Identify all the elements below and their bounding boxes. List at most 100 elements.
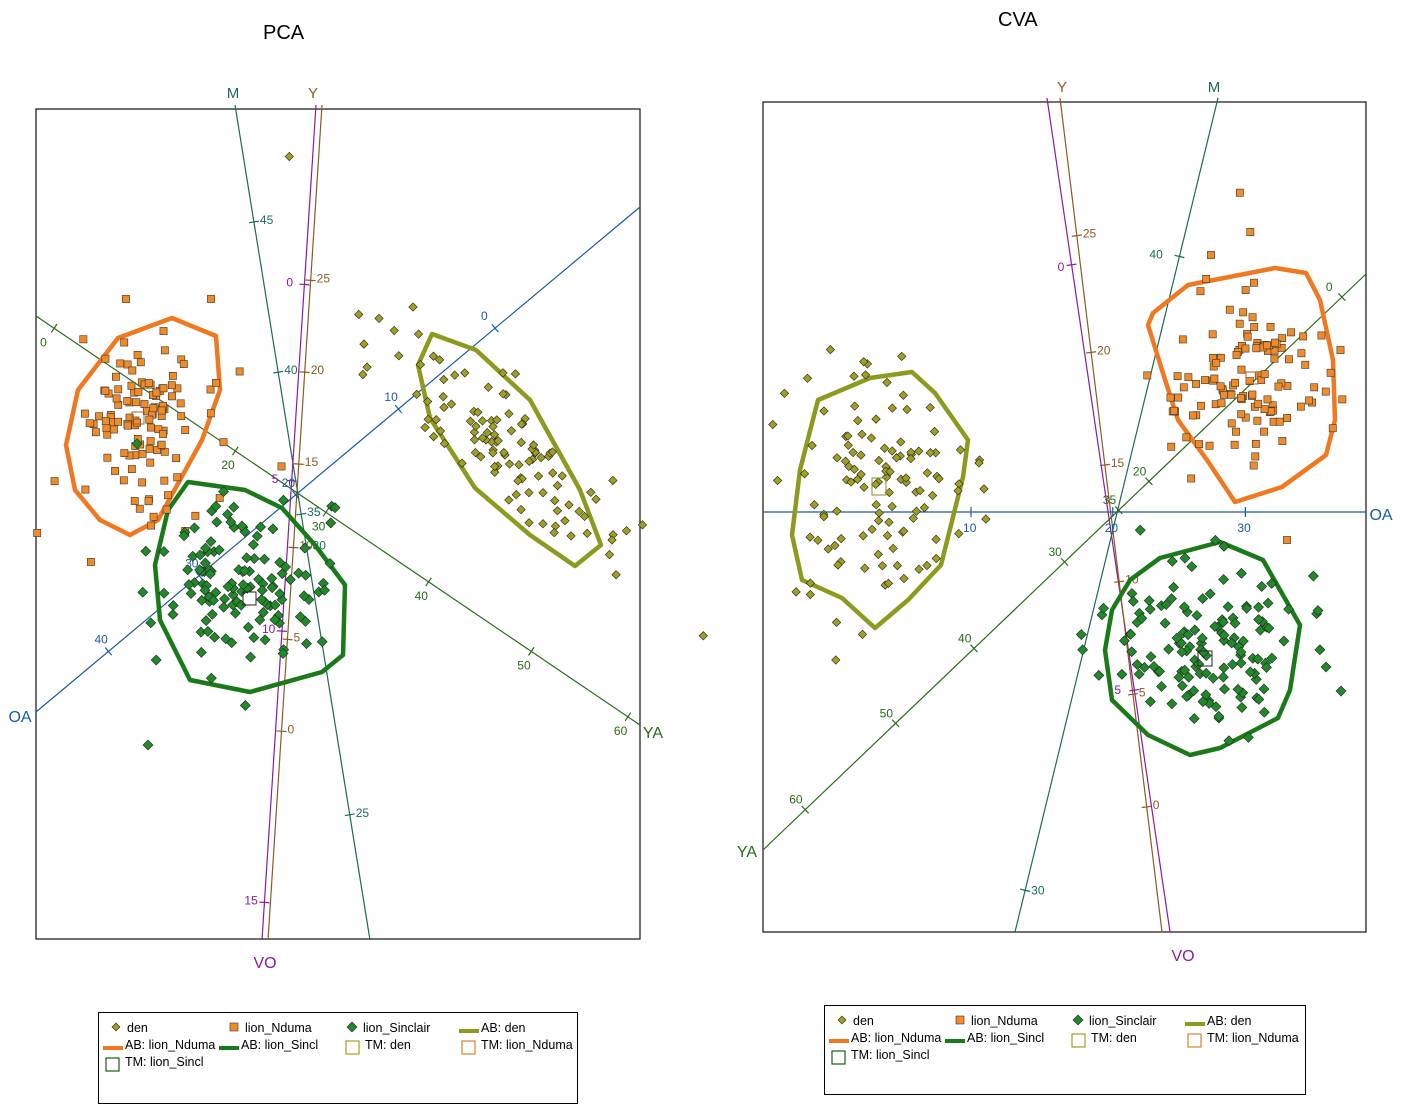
cva-point-den (925, 402, 935, 413)
pca-point-sinclair (278, 494, 289, 506)
cva-point-den (840, 456, 851, 466)
cva-point-den (866, 433, 877, 443)
pca-point-den (574, 506, 584, 517)
pca-legend: den lion_Nduma lion_Sinclair AB: den AB: lio… (98, 1012, 578, 1104)
pca-point-sinclair (211, 516, 223, 528)
pca-point-den (504, 459, 515, 469)
pca-point-sinclair (210, 500, 222, 512)
cva-point-den (841, 475, 852, 485)
pca-point-den (611, 570, 621, 580)
pca-point-den (586, 487, 596, 498)
cva-point-sinclair (1278, 635, 1290, 647)
cva-point-den (819, 406, 829, 416)
cva-legend-symbol (829, 1039, 849, 1043)
cva-point-nduma (1174, 393, 1183, 402)
cva-point-den (871, 500, 881, 510)
pca-point-nduma (101, 417, 110, 426)
pca-hull-nduma (63, 315, 223, 538)
pca-oa-tick-20-tick (292, 490, 300, 500)
cva-point-den (830, 540, 840, 551)
cva-legend-symbol (945, 1039, 965, 1043)
cva-point-sinclair (1218, 574, 1230, 585)
cva-point-den (881, 472, 892, 482)
pca-point-den (354, 309, 364, 320)
cva-point-sinclair (1218, 540, 1230, 552)
pca-point-den (439, 402, 449, 412)
cva-legend-label: lion_Nduma (971, 1014, 1038, 1028)
pca-point-nduma (138, 478, 147, 487)
cva-tm-den (871, 477, 887, 496)
pca-point-sinclair (237, 579, 249, 591)
pca-legend-label: AB: lion_Sincl (241, 1038, 319, 1052)
cva-point-sinclair (1143, 595, 1155, 607)
pca-legend-symbol (461, 1040, 476, 1055)
pca-point-sinclair (209, 631, 221, 643)
cva-point-nduma (1232, 427, 1240, 436)
cva-point-sinclair (1133, 668, 1145, 680)
pca-point-nduma (212, 378, 220, 387)
pca-point-sinclair (235, 599, 247, 611)
pca-point-sinclair (200, 542, 211, 554)
cva-point-sinclair (1136, 613, 1148, 624)
pca-point-nduma (149, 404, 158, 413)
cva-point-den (809, 500, 819, 510)
cva-point-sinclair (1093, 669, 1105, 681)
pca-point-nduma (207, 295, 215, 303)
cva-point-sinclair (1236, 702, 1248, 713)
pca-point-sinclair (158, 546, 170, 558)
pca-vo-tick-10-label: 10 (262, 622, 276, 636)
cva-point-sinclair (1219, 683, 1230, 695)
pca-point-sinclair (254, 614, 266, 626)
pca-point-nduma (79, 335, 88, 344)
pca-point-nduma (102, 424, 111, 433)
cva-point-sinclair (1235, 657, 1247, 669)
cva-point-den (871, 479, 881, 490)
pca-point-sinclair (194, 549, 206, 561)
pca-vo-tick-10-tick (276, 630, 288, 632)
pca-m-tick-35-tick (296, 512, 307, 516)
pca-point-den (548, 468, 558, 478)
pca-point-den (516, 419, 527, 429)
cva-point-sinclair (1139, 661, 1150, 673)
pca-point-den (489, 430, 500, 440)
pca-point-nduma (87, 558, 95, 566)
pca-point-den (450, 370, 460, 380)
pca-point-nduma (179, 360, 188, 368)
pca-point-sinclair (213, 544, 225, 556)
pca-point-nduma (181, 426, 190, 434)
cva-point-sinclair (1188, 685, 1200, 697)
pca-point-nduma (277, 462, 286, 471)
cva-point-nduma (1263, 395, 1272, 404)
cva-point-den (873, 549, 883, 559)
pca-point-nduma (168, 371, 177, 380)
pca-point-sinclair (185, 588, 197, 599)
cva-point-sinclair (1236, 567, 1247, 579)
cva-point-den (836, 533, 846, 544)
pca-point-nduma (111, 467, 119, 475)
pca-legend-label: TM: lion_Nduma (481, 1038, 573, 1052)
cva-m-tick-30-tick (1020, 888, 1031, 893)
cva-point-den (915, 485, 925, 496)
cva-point-den (901, 473, 911, 483)
cva-point-sinclair (1335, 685, 1347, 697)
cva-point-den (859, 482, 869, 492)
pca-legend-symbol (346, 1021, 358, 1033)
cva-m-tick-40-label: 40 (1149, 247, 1163, 261)
cva-point-den (831, 655, 841, 665)
cva-y-tick-5-tick (1127, 693, 1138, 696)
cva-point-nduma (1230, 440, 1239, 449)
cva-point-nduma (1299, 332, 1308, 341)
cva-point-sinclair (1077, 644, 1089, 656)
cva-point-den (859, 357, 869, 367)
cva-point-den (931, 553, 941, 564)
cva-point-nduma (1328, 424, 1337, 433)
cva-point-sinclair (1193, 658, 1205, 670)
pca-point-den (422, 396, 433, 407)
cva-point-sinclair (1126, 646, 1138, 658)
cva-point-nduma (1246, 228, 1255, 236)
cva-point-nduma (1283, 536, 1291, 544)
pca-legend-symbol (105, 1057, 120, 1072)
cva-point-nduma (1251, 452, 1260, 461)
pca-point-nduma (176, 399, 185, 408)
cva-point-sinclair (1116, 668, 1128, 680)
